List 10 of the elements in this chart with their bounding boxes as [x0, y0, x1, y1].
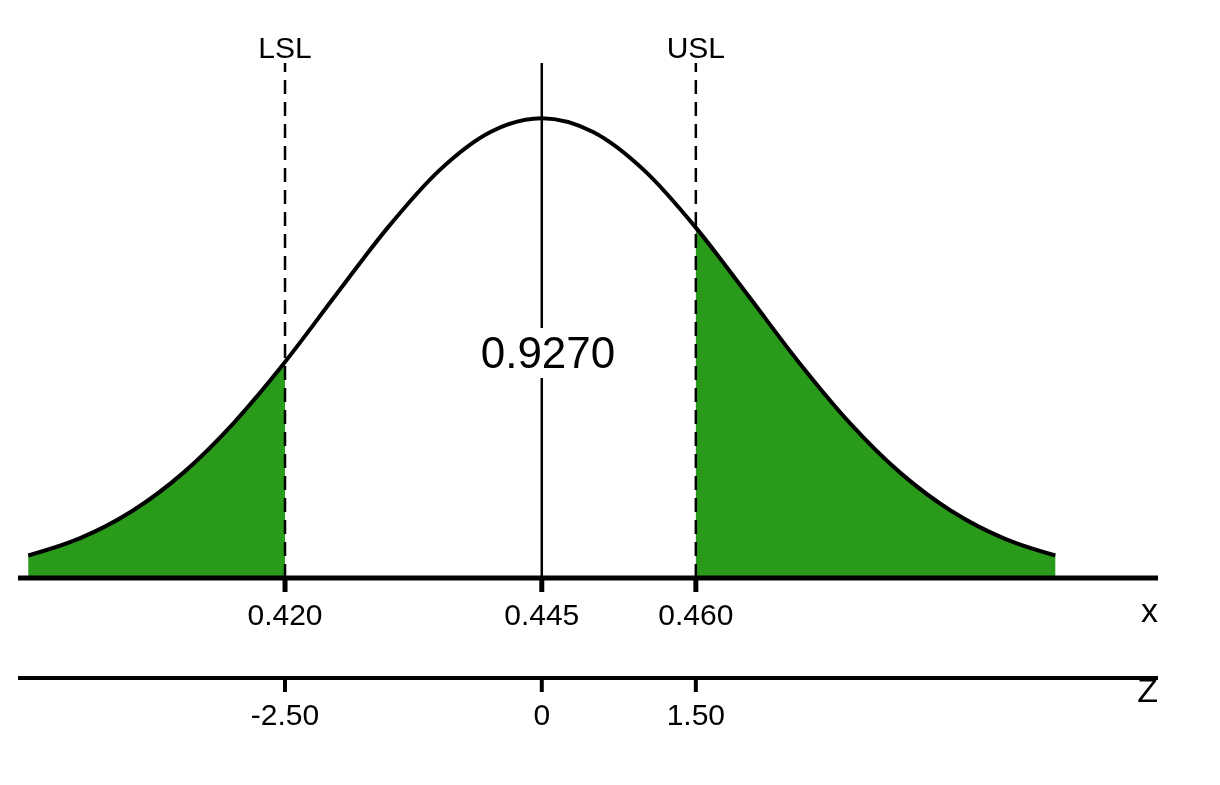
x2-tick-label: 0: [533, 698, 551, 732]
ref-line-label: LSL: [258, 31, 312, 64]
x2-tick-label: -2.50: [250, 698, 320, 732]
x-axis-title: x: [1141, 591, 1158, 630]
x-tick-label: 0.445: [504, 598, 580, 632]
x-tick-label: 0.420: [247, 598, 323, 632]
annotation: 0.9270: [438, 328, 658, 378]
x2-tick-label: 1.50: [666, 698, 726, 732]
ref-line-label: USL: [666, 31, 726, 64]
x-tick-label: 0.460: [658, 598, 734, 632]
